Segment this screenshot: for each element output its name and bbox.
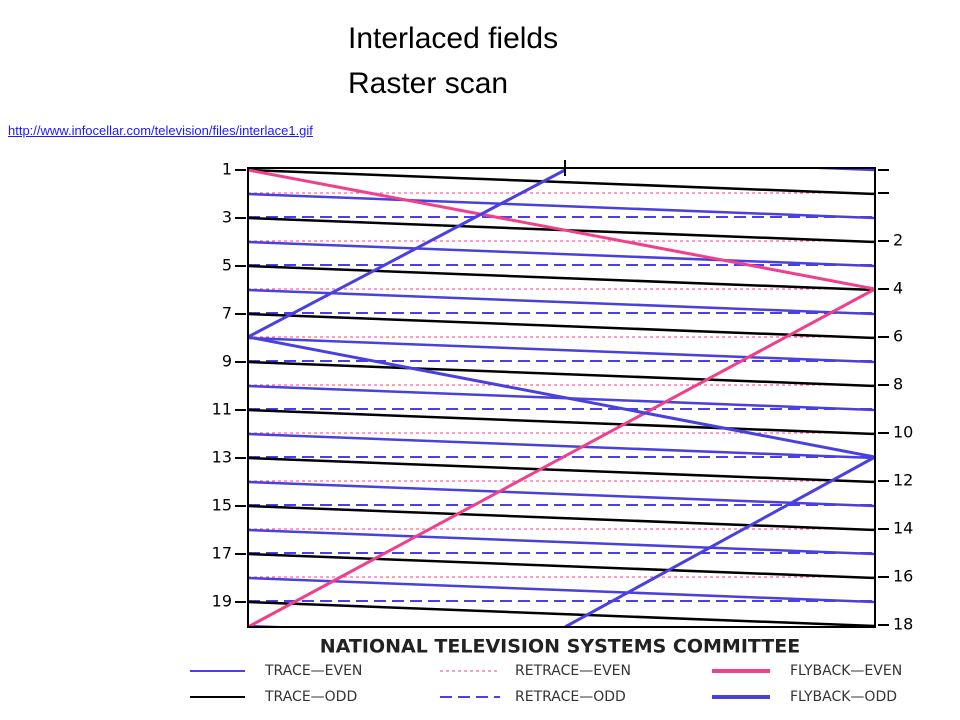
frame bbox=[247, 167, 876, 628]
right-label: 4 bbox=[893, 279, 903, 298]
legend-label: FLYBACK—ODD bbox=[790, 689, 897, 705]
left-label: 3 bbox=[222, 208, 232, 227]
trace-even bbox=[248, 336, 875, 364]
flyback-odd bbox=[564, 455, 875, 627]
right-label: 18 bbox=[893, 615, 913, 634]
left-label: 17 bbox=[212, 544, 232, 563]
right-label: 12 bbox=[893, 471, 913, 490]
trace-even bbox=[790, 168, 875, 172]
trace-odd bbox=[248, 600, 875, 627]
trace-even bbox=[248, 432, 875, 460]
trace-even bbox=[248, 192, 875, 220]
trace-odd bbox=[248, 504, 875, 532]
trace-even bbox=[248, 480, 875, 508]
legend-label: RETRACE—EVEN bbox=[515, 663, 631, 679]
title-line: Raster scan bbox=[348, 67, 509, 100]
trace-odd bbox=[248, 360, 875, 388]
trace-odd bbox=[248, 408, 875, 436]
left-label: 5 bbox=[222, 256, 232, 275]
right-label: 6 bbox=[893, 327, 903, 346]
trace-even bbox=[248, 576, 875, 604]
trace-even bbox=[248, 240, 875, 268]
right-label: 14 bbox=[893, 519, 913, 538]
title-line: Interlaced fields bbox=[348, 22, 559, 55]
legend-label: TRACE—EVEN bbox=[264, 663, 362, 679]
left-label: 7 bbox=[222, 304, 232, 323]
right-label: 8 bbox=[893, 375, 903, 394]
right-label: 2 bbox=[893, 231, 903, 250]
left-label: 1 bbox=[222, 160, 232, 179]
trace-odd bbox=[248, 456, 875, 484]
trace-odd bbox=[248, 168, 875, 196]
trace-odd bbox=[248, 552, 875, 580]
flyback-even bbox=[248, 287, 875, 627]
trace-even bbox=[248, 528, 875, 556]
left-label: 11 bbox=[212, 400, 232, 419]
flyback-even bbox=[248, 168, 875, 291]
legend-label: TRACE—ODD bbox=[264, 689, 357, 705]
flyback-odd bbox=[248, 168, 566, 339]
right-label: 10 bbox=[893, 423, 913, 442]
left-label: 13 bbox=[212, 448, 232, 467]
left-label: 9 bbox=[222, 352, 232, 371]
trace-even bbox=[248, 288, 875, 316]
legend-label: RETRACE—ODD bbox=[515, 689, 626, 705]
caption: NATIONAL TELEVISION SYSTEMS COMMITTEE bbox=[320, 636, 800, 658]
trace-odd bbox=[248, 264, 875, 292]
trace-odd bbox=[248, 312, 875, 340]
left-label: 19 bbox=[212, 592, 232, 611]
legend-label: FLYBACK—EVEN bbox=[790, 663, 902, 679]
right-label: 16 bbox=[893, 567, 913, 586]
left-label: 15 bbox=[212, 496, 232, 515]
source-link[interactable]: http://www.infocellar.com/television/fil… bbox=[8, 123, 313, 138]
flyback-odd bbox=[248, 335, 875, 459]
